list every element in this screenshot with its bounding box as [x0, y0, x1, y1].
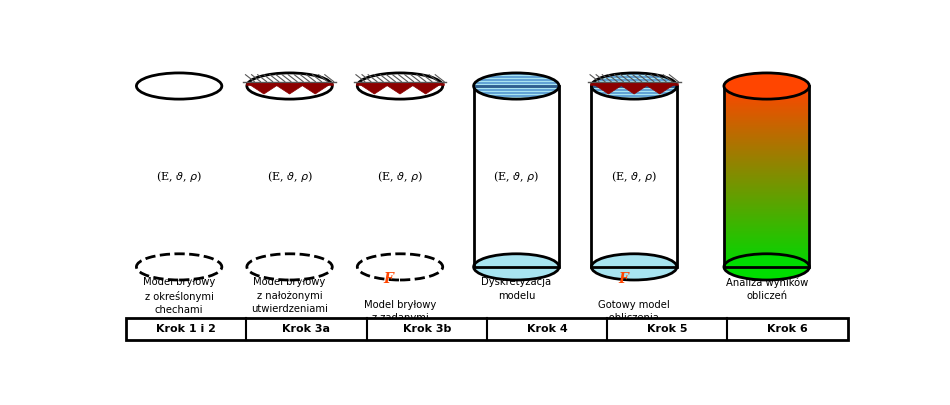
Ellipse shape — [137, 73, 221, 99]
Polygon shape — [474, 86, 559, 267]
Polygon shape — [809, 49, 855, 360]
Ellipse shape — [592, 73, 676, 99]
Text: (E, $\vartheta$, $\rho$): (E, $\vartheta$, $\rho$) — [267, 169, 313, 184]
Ellipse shape — [724, 73, 809, 99]
Text: (E, $\vartheta$, $\rho$): (E, $\vartheta$, $\rho$) — [156, 169, 202, 184]
Ellipse shape — [474, 254, 559, 280]
Ellipse shape — [592, 254, 676, 280]
Polygon shape — [119, 49, 724, 360]
Text: Model bryłowy
z określonymi
chechami
materialowymi: Model bryłowy z określonymi chechami mat… — [142, 277, 217, 328]
Text: F: F — [384, 272, 393, 286]
Ellipse shape — [137, 254, 221, 280]
Text: Krok 6: Krok 6 — [768, 324, 808, 334]
Polygon shape — [248, 83, 280, 94]
Text: Krok 1 i 2: Krok 1 i 2 — [157, 324, 217, 334]
Polygon shape — [247, 86, 332, 267]
Polygon shape — [357, 86, 443, 267]
Text: Krok 4: Krok 4 — [526, 324, 567, 334]
Ellipse shape — [474, 73, 559, 99]
Polygon shape — [274, 83, 306, 94]
Text: F: F — [618, 272, 628, 286]
Text: Model bryłowy
z zadanymi
obciążeniami: Model bryłowy z zadanymi obciążeniami — [364, 300, 436, 336]
Text: Krok 5: Krok 5 — [647, 324, 688, 334]
Text: Krok 3a: Krok 3a — [282, 324, 331, 334]
Text: Gotowy model
- obliczenia -: Gotowy model - obliczenia - — [598, 300, 670, 323]
Bar — [126, 318, 847, 340]
Polygon shape — [409, 83, 442, 94]
Polygon shape — [299, 83, 332, 94]
Text: Krok 3b: Krok 3b — [403, 324, 451, 334]
Text: (E, $\vartheta$, $\rho$): (E, $\vartheta$, $\rho$) — [611, 169, 657, 184]
Ellipse shape — [247, 73, 332, 99]
Ellipse shape — [724, 254, 809, 280]
Polygon shape — [643, 83, 676, 94]
Ellipse shape — [357, 254, 443, 280]
Polygon shape — [384, 83, 416, 94]
Text: Analiza wyników
obliczeń: Analiza wyników obliczeń — [726, 277, 808, 301]
Ellipse shape — [247, 254, 332, 280]
Polygon shape — [618, 83, 651, 94]
Polygon shape — [592, 86, 676, 267]
Ellipse shape — [357, 73, 443, 99]
Text: (E, $\vartheta$, $\rho$): (E, $\vartheta$, $\rho$) — [493, 169, 540, 184]
Text: Dyskretyzacja
modelu: Dyskretyzacja modelu — [482, 277, 551, 301]
Text: (E, $\vartheta$, $\rho$): (E, $\vartheta$, $\rho$) — [377, 169, 423, 184]
Polygon shape — [592, 83, 625, 94]
Polygon shape — [137, 86, 221, 267]
Text: Model bryłowy
z nałożonymi
utwierdzeniami: Model bryłowy z nałożonymi utwierdzeniam… — [251, 277, 328, 314]
Polygon shape — [358, 83, 390, 94]
